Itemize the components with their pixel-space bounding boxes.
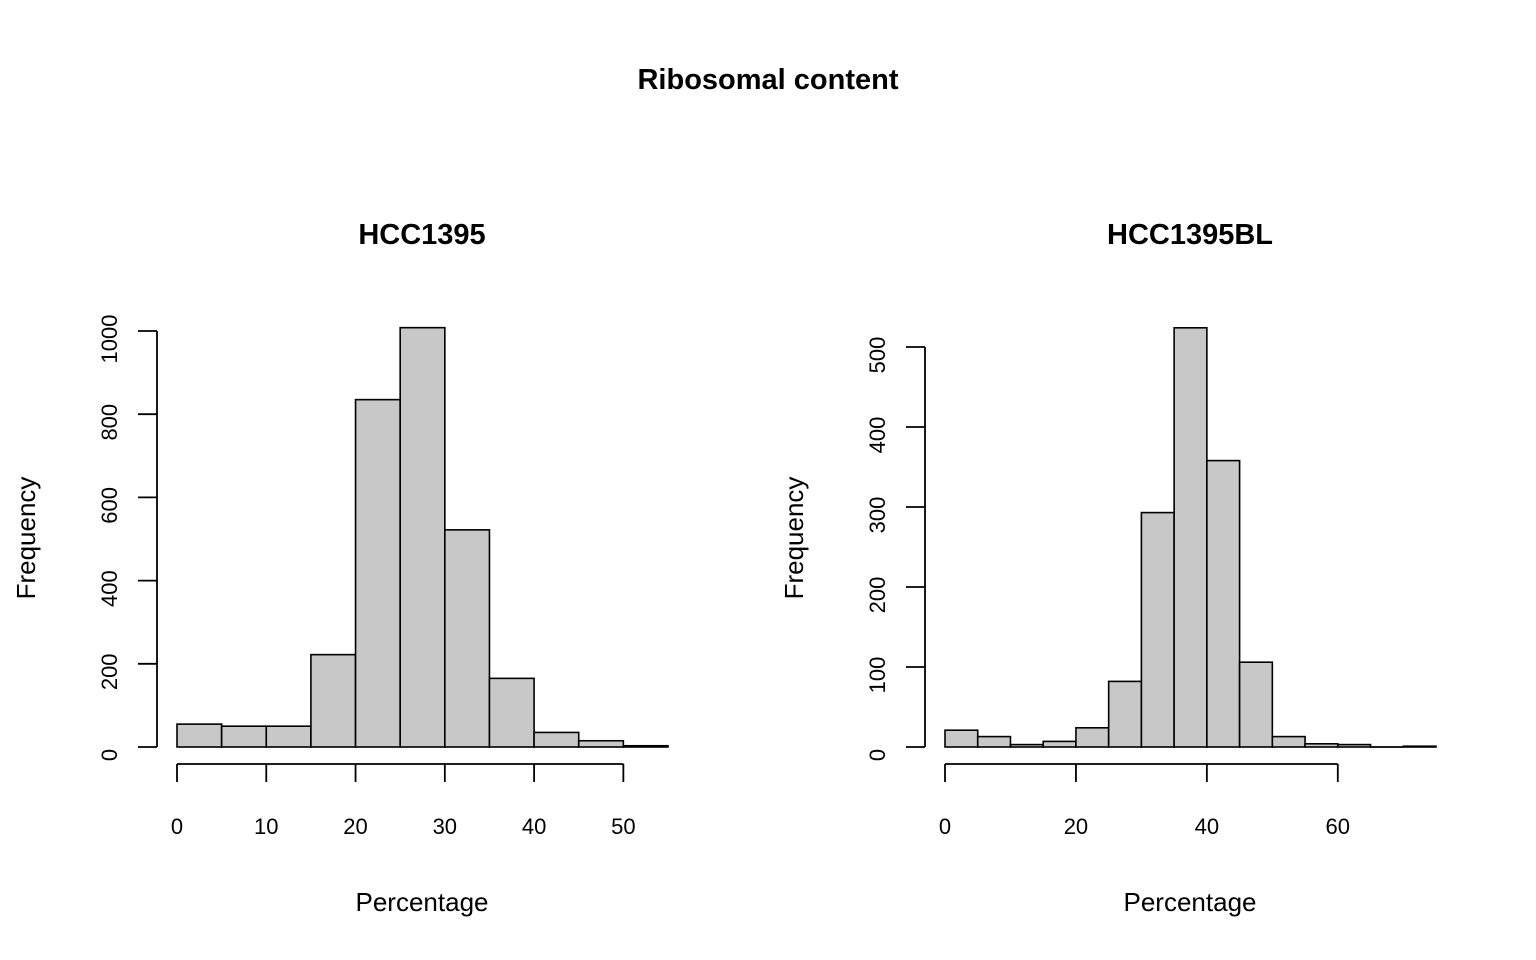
- bars: [176, 326, 669, 748]
- histogram-bar: [1173, 326, 1208, 748]
- y-tick-label: 500: [865, 337, 890, 374]
- panel-title: HCC1395BL: [1107, 219, 1273, 251]
- histogram-bar: [1042, 740, 1077, 748]
- y-tick-label: 0: [865, 749, 890, 761]
- y-tick-label: 400: [97, 570, 122, 607]
- x-tick-label: 20: [1064, 814, 1088, 839]
- x-axis: 0 10 20 30 40 50: [171, 763, 636, 839]
- histogram-bar: [1206, 459, 1241, 748]
- x-tick-label: 20: [343, 814, 367, 839]
- histogram-hcc1395bl: HCC1395BL Percentage Frequency 0 20 40 60 0…: [779, 219, 1437, 917]
- y-axis-title: Frequency: [11, 477, 41, 600]
- histogram-bar: [1238, 661, 1274, 748]
- x-tick-label: 40: [1195, 814, 1219, 839]
- y-tick-label: 200: [865, 577, 890, 614]
- histogram-bar: [1271, 735, 1306, 748]
- histogram-bar: [265, 725, 312, 748]
- x-tick-label: 40: [522, 814, 546, 839]
- x-tick-label: 50: [611, 814, 635, 839]
- y-axis: 0 100 200 300 400 500: [865, 337, 926, 761]
- main-title: Ribosomal content: [637, 64, 898, 96]
- histogram-bar: [354, 398, 401, 748]
- histogram-bar: [1009, 743, 1045, 748]
- x-tick-label: 60: [1326, 814, 1350, 839]
- histogram-bar: [533, 731, 580, 748]
- x-tick-label: 0: [171, 814, 183, 839]
- y-tick-label: 400: [865, 417, 890, 454]
- histogram-bar: [488, 677, 535, 748]
- y-tick-label: 800: [97, 404, 122, 441]
- x-tick-label: 0: [939, 814, 951, 839]
- histogram-hcc1395: HCC1395 Percentage Frequency 0 10 20 30 40 50…: [11, 219, 669, 917]
- y-axis-title: Frequency: [779, 477, 809, 600]
- histogram-bar: [1107, 680, 1143, 748]
- y-tick-label: 600: [97, 487, 122, 524]
- x-tick-label: 30: [433, 814, 457, 839]
- histogram-bar: [1304, 742, 1339, 748]
- histogram-bar: [944, 729, 979, 748]
- histogram-bar: [976, 735, 1012, 748]
- y-tick-label: 100: [865, 657, 890, 694]
- histogram-bar: [444, 529, 491, 748]
- x-axis-title: Percentage: [1124, 887, 1257, 917]
- x-axis-title: Percentage: [356, 887, 489, 917]
- histogram-bar: [1140, 511, 1175, 748]
- histogram-bar: [176, 723, 223, 748]
- y-tick-label: 300: [865, 497, 890, 534]
- histogram-bar: [622, 744, 669, 748]
- y-tick-label: 200: [97, 653, 122, 690]
- histogram-bar: [1402, 745, 1437, 748]
- histogram-bar: [399, 326, 446, 748]
- x-axis: 0 20 40 60: [939, 763, 1350, 839]
- histogram-bar: [577, 739, 625, 748]
- histogram-bar: [220, 725, 268, 748]
- panel-title: HCC1395: [358, 219, 485, 251]
- bars: [944, 326, 1437, 748]
- histogram-bar: [1075, 726, 1110, 748]
- y-axis: 0 200 400 600 800 1000: [97, 315, 158, 761]
- y-tick-label: 1000: [97, 315, 122, 364]
- histogram-bar: [1337, 743, 1372, 748]
- y-tick-label: 0: [97, 749, 122, 761]
- x-tick-label: 10: [254, 814, 278, 839]
- histogram-bar: [310, 653, 357, 748]
